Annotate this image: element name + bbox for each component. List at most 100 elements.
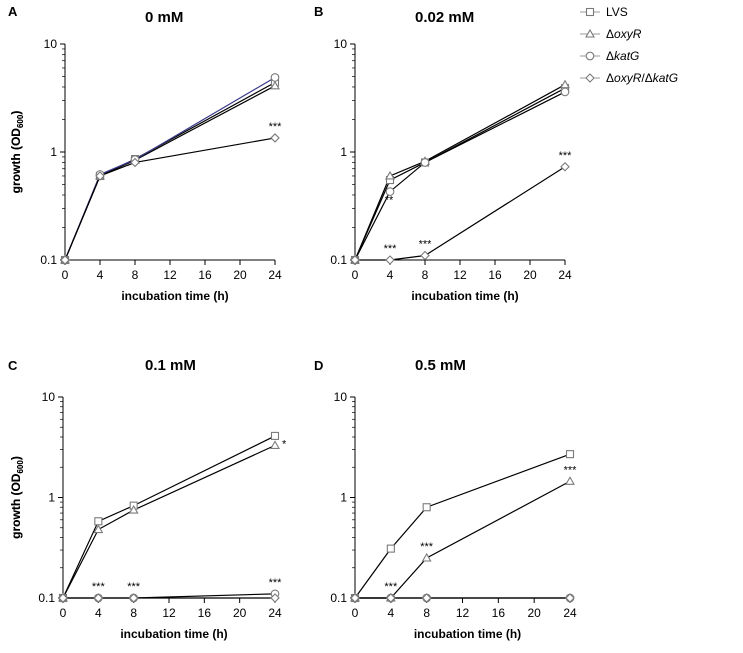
x-tick-label: 12 bbox=[456, 606, 470, 620]
series-line-2 bbox=[354, 84, 566, 261]
x-tick-label: 8 bbox=[423, 606, 430, 620]
panel-title: 0.5 mM bbox=[415, 357, 466, 374]
x-tick-label: 0 bbox=[352, 606, 359, 620]
x-tick-label: 0 bbox=[62, 268, 69, 282]
data-point bbox=[385, 170, 395, 180]
x-tick-label: 4 bbox=[387, 268, 394, 282]
significance-annotation: *** bbox=[420, 541, 434, 553]
x-tick-label: 4 bbox=[97, 268, 104, 282]
data-point bbox=[420, 158, 430, 167]
y-tick-label: 10 bbox=[334, 390, 348, 404]
series-line-3 bbox=[354, 91, 566, 261]
x-tick-label: 24 bbox=[558, 268, 572, 282]
data-point bbox=[385, 187, 395, 196]
x-axis-label: incubation time (h) bbox=[414, 627, 521, 641]
x-tick-label: 16 bbox=[198, 606, 212, 620]
x-tick-label: 0 bbox=[352, 268, 359, 282]
x-tick-label: 20 bbox=[233, 606, 247, 620]
legend-label: ΔoxyR/ΔkatG bbox=[606, 71, 678, 85]
panel-title: 0.1 mM bbox=[145, 357, 196, 374]
x-tick-label: 20 bbox=[233, 268, 247, 282]
significance-annotation: *** bbox=[419, 239, 433, 251]
data-point bbox=[421, 552, 432, 562]
x-tick-label: 16 bbox=[492, 606, 506, 620]
legend-item: LVS bbox=[580, 5, 628, 19]
y-axis-label: growth (OD600) bbox=[9, 111, 25, 194]
data-point bbox=[93, 593, 104, 603]
data-point bbox=[565, 593, 575, 603]
legend-marker-icon bbox=[585, 73, 595, 83]
data-point bbox=[386, 593, 396, 603]
data-point bbox=[421, 593, 432, 603]
data-point bbox=[350, 593, 360, 603]
legend-item: ΔoxyR/ΔkatG bbox=[580, 71, 678, 85]
y-tick-label: 1 bbox=[48, 491, 55, 505]
y-tick-label: 10 bbox=[44, 37, 58, 51]
data-point bbox=[385, 255, 395, 265]
x-axis-label: incubation time (h) bbox=[120, 627, 227, 641]
series-line-1 bbox=[354, 87, 566, 261]
data-point bbox=[270, 440, 280, 449]
data-point bbox=[565, 450, 575, 459]
y-tick-label: 0.1 bbox=[38, 591, 55, 605]
y-tick-label: 1 bbox=[340, 145, 347, 159]
y-axis-label: growth (OD600) bbox=[9, 456, 25, 539]
panel-title: 0.02 mM bbox=[415, 9, 474, 26]
y-tick-label: 1 bbox=[50, 145, 57, 159]
significance-annotation: *** bbox=[269, 121, 283, 133]
y-tick-label: 0.1 bbox=[40, 253, 57, 267]
panel-letter: B bbox=[314, 4, 323, 19]
chart-panel-c: C 0.1 mM 0.1 1 10 0 4 8 12 16 20 24 incubation time … bbox=[8, 357, 287, 641]
data-point bbox=[560, 87, 570, 97]
data-point bbox=[270, 431, 280, 440]
y-tick-label: 0.1 bbox=[330, 591, 347, 605]
significance-annotation: * bbox=[282, 438, 287, 450]
x-tick-label: 0 bbox=[60, 606, 67, 620]
y-axis-label: growth (OD600) bbox=[9, 111, 25, 194]
data-point bbox=[128, 504, 139, 514]
series-line-4 bbox=[64, 137, 276, 261]
data-point bbox=[422, 503, 431, 512]
data-point bbox=[95, 171, 105, 181]
y-tick-label: 10 bbox=[42, 390, 56, 404]
panel-letter: C bbox=[8, 358, 18, 373]
significance-annotation: *** bbox=[269, 577, 283, 589]
y-tick-label: 0.1 bbox=[330, 253, 347, 267]
y-tick-label: 10 bbox=[334, 37, 348, 51]
series-line-3 bbox=[64, 76, 276, 261]
legend-label: ΔoxyR bbox=[606, 27, 642, 41]
data-point bbox=[93, 524, 104, 534]
legend-marker-icon bbox=[585, 51, 595, 61]
significance-annotation: *** bbox=[564, 464, 578, 476]
data-point bbox=[386, 544, 395, 553]
legend-label: ΔkatG bbox=[606, 49, 639, 63]
x-axis-label: incubation time (h) bbox=[121, 289, 228, 303]
panel-title: 0 mM bbox=[145, 9, 183, 26]
series-line-2 bbox=[62, 444, 276, 599]
data-point bbox=[565, 476, 575, 485]
data-point bbox=[130, 157, 140, 168]
series-line-1 bbox=[62, 435, 276, 599]
data-point bbox=[270, 80, 280, 90]
significance-annotation: *** bbox=[384, 581, 398, 593]
chart-panel-a: A 0 mM 0.1 1 10 0 4 8 12 16 20 24 incubation time (h… bbox=[8, 4, 282, 303]
significance-annotation: *** bbox=[559, 150, 573, 162]
data-point bbox=[350, 255, 360, 265]
data-point bbox=[58, 593, 68, 603]
x-tick-label: 24 bbox=[268, 606, 282, 620]
series-line-1 bbox=[64, 81, 276, 261]
x-tick-label: 8 bbox=[130, 606, 137, 620]
x-tick-label: 16 bbox=[198, 268, 212, 282]
legend-label: LVS bbox=[606, 5, 628, 19]
x-axis-label: incubation time (h) bbox=[411, 289, 518, 303]
y-tick-label: 1 bbox=[340, 491, 347, 505]
significance-annotation: *** bbox=[384, 243, 398, 255]
significance-annotation: *** bbox=[127, 581, 141, 593]
y-axis-label: growth (OD600) bbox=[9, 456, 25, 539]
data-point bbox=[128, 593, 139, 603]
x-tick-label: 24 bbox=[563, 606, 577, 620]
series-line-4 bbox=[355, 166, 566, 261]
data-point bbox=[270, 73, 280, 82]
